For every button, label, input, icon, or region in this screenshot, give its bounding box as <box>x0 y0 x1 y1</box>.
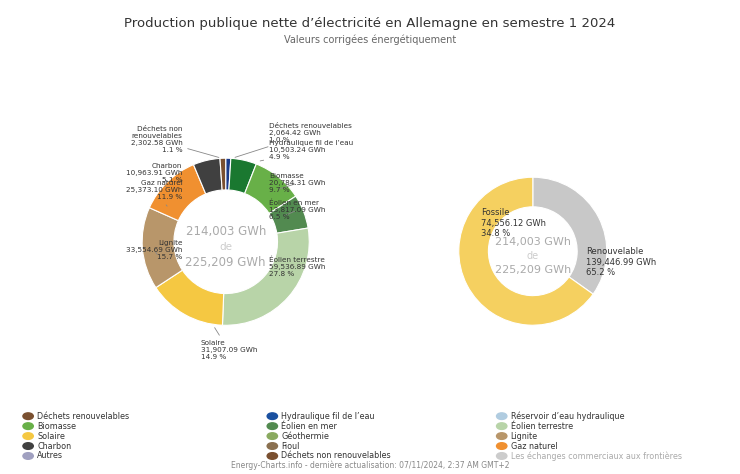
Text: Lignite: Lignite <box>511 432 538 440</box>
Text: Hydraulique fil de l’eau
10,503.24 GWh
4.9 %: Hydraulique fil de l’eau 10,503.24 GWh 4… <box>260 140 354 161</box>
Text: 214,003 GWh: 214,003 GWh <box>186 225 266 238</box>
Text: Gaz naturel
25,373.10 GWh
11.9 %: Gaz naturel 25,373.10 GWh 11.9 % <box>126 180 182 206</box>
Text: Éolien terrestre
59,536.89 GWh
27.8 %: Éolien terrestre 59,536.89 GWh 27.8 % <box>269 256 326 277</box>
Wedge shape <box>223 228 309 325</box>
Text: Valeurs corrigées énergétiquement: Valeurs corrigées énergétiquement <box>284 34 456 45</box>
Text: Gaz naturel: Gaz naturel <box>511 442 557 450</box>
Text: Biomasse
20,784.31 GWh
9.7 %: Biomasse 20,784.31 GWh 9.7 % <box>269 173 326 193</box>
Text: Éolien terrestre: Éolien terrestre <box>511 422 573 430</box>
Text: Géothermie: Géothermie <box>281 432 329 440</box>
Text: Éolien en mer
13,817.09 GWh
6.5 %: Éolien en mer 13,817.09 GWh 6.5 % <box>269 200 326 220</box>
Text: Renouvelable
139,446.99 GWh
65.2 %: Renouvelable 139,446.99 GWh 65.2 % <box>586 247 656 277</box>
Wedge shape <box>459 177 593 325</box>
Text: 225,209 GWh: 225,209 GWh <box>186 256 266 269</box>
Text: Déchets non
renouvelables
2,302.58 GWh
1.1 %: Déchets non renouvelables 2,302.58 GWh 1… <box>130 126 219 157</box>
Text: Hydraulique fil de l’eau: Hydraulique fil de l’eau <box>281 412 374 420</box>
Text: Déchets non renouvelables: Déchets non renouvelables <box>281 452 391 460</box>
Wedge shape <box>245 164 296 213</box>
Wedge shape <box>149 164 206 221</box>
Wedge shape <box>269 196 308 233</box>
Text: Charbon: Charbon <box>37 442 71 450</box>
Text: Déchets renouvelables
2,064.42 GWh
1.0 %: Déchets renouvelables 2,064.42 GWh 1.0 % <box>235 123 352 157</box>
Text: Production publique nette d’électricité en Allemagne en semestre 1 2024: Production publique nette d’électricité … <box>124 17 616 29</box>
Text: Éolien en mer: Éolien en mer <box>281 422 337 430</box>
Wedge shape <box>220 158 226 190</box>
Text: Fioul: Fioul <box>281 442 300 450</box>
Text: Fossile
74,556.12 GWh
34.8 %: Fossile 74,556.12 GWh 34.8 % <box>481 208 546 238</box>
Text: Energy-Charts.info - dernière actualisation: 07/11/2024, 2:37 AM GMT+2: Energy-Charts.info - dernière actualisat… <box>231 461 509 470</box>
Text: Solaire
31,907.09 GWh
14.9 %: Solaire 31,907.09 GWh 14.9 % <box>201 328 257 360</box>
Text: de: de <box>219 242 232 252</box>
Text: Biomasse: Biomasse <box>37 422 76 430</box>
Text: Déchets renouvelables: Déchets renouvelables <box>37 412 129 420</box>
Text: 225,209 GWh: 225,209 GWh <box>494 264 571 275</box>
Wedge shape <box>142 208 182 288</box>
Text: Charbon
10,963.91 GWh
5.1 %: Charbon 10,963.91 GWh 5.1 % <box>126 163 182 187</box>
Text: de: de <box>527 251 539 261</box>
Text: Lignite
33,554.69 GWh
15.7 %: Lignite 33,554.69 GWh 15.7 % <box>126 240 182 260</box>
Wedge shape <box>226 158 231 190</box>
Text: Réservoir d’eau hydraulique: Réservoir d’eau hydraulique <box>511 411 624 421</box>
Text: Les échanges commerciaux aux frontières: Les échanges commerciaux aux frontières <box>511 451 682 461</box>
Text: 214,003 GWh: 214,003 GWh <box>495 237 571 247</box>
Wedge shape <box>533 177 607 294</box>
Wedge shape <box>229 158 256 193</box>
Wedge shape <box>156 270 223 325</box>
Text: Solaire: Solaire <box>37 432 65 440</box>
Text: Autres: Autres <box>37 452 63 460</box>
Wedge shape <box>194 158 222 194</box>
